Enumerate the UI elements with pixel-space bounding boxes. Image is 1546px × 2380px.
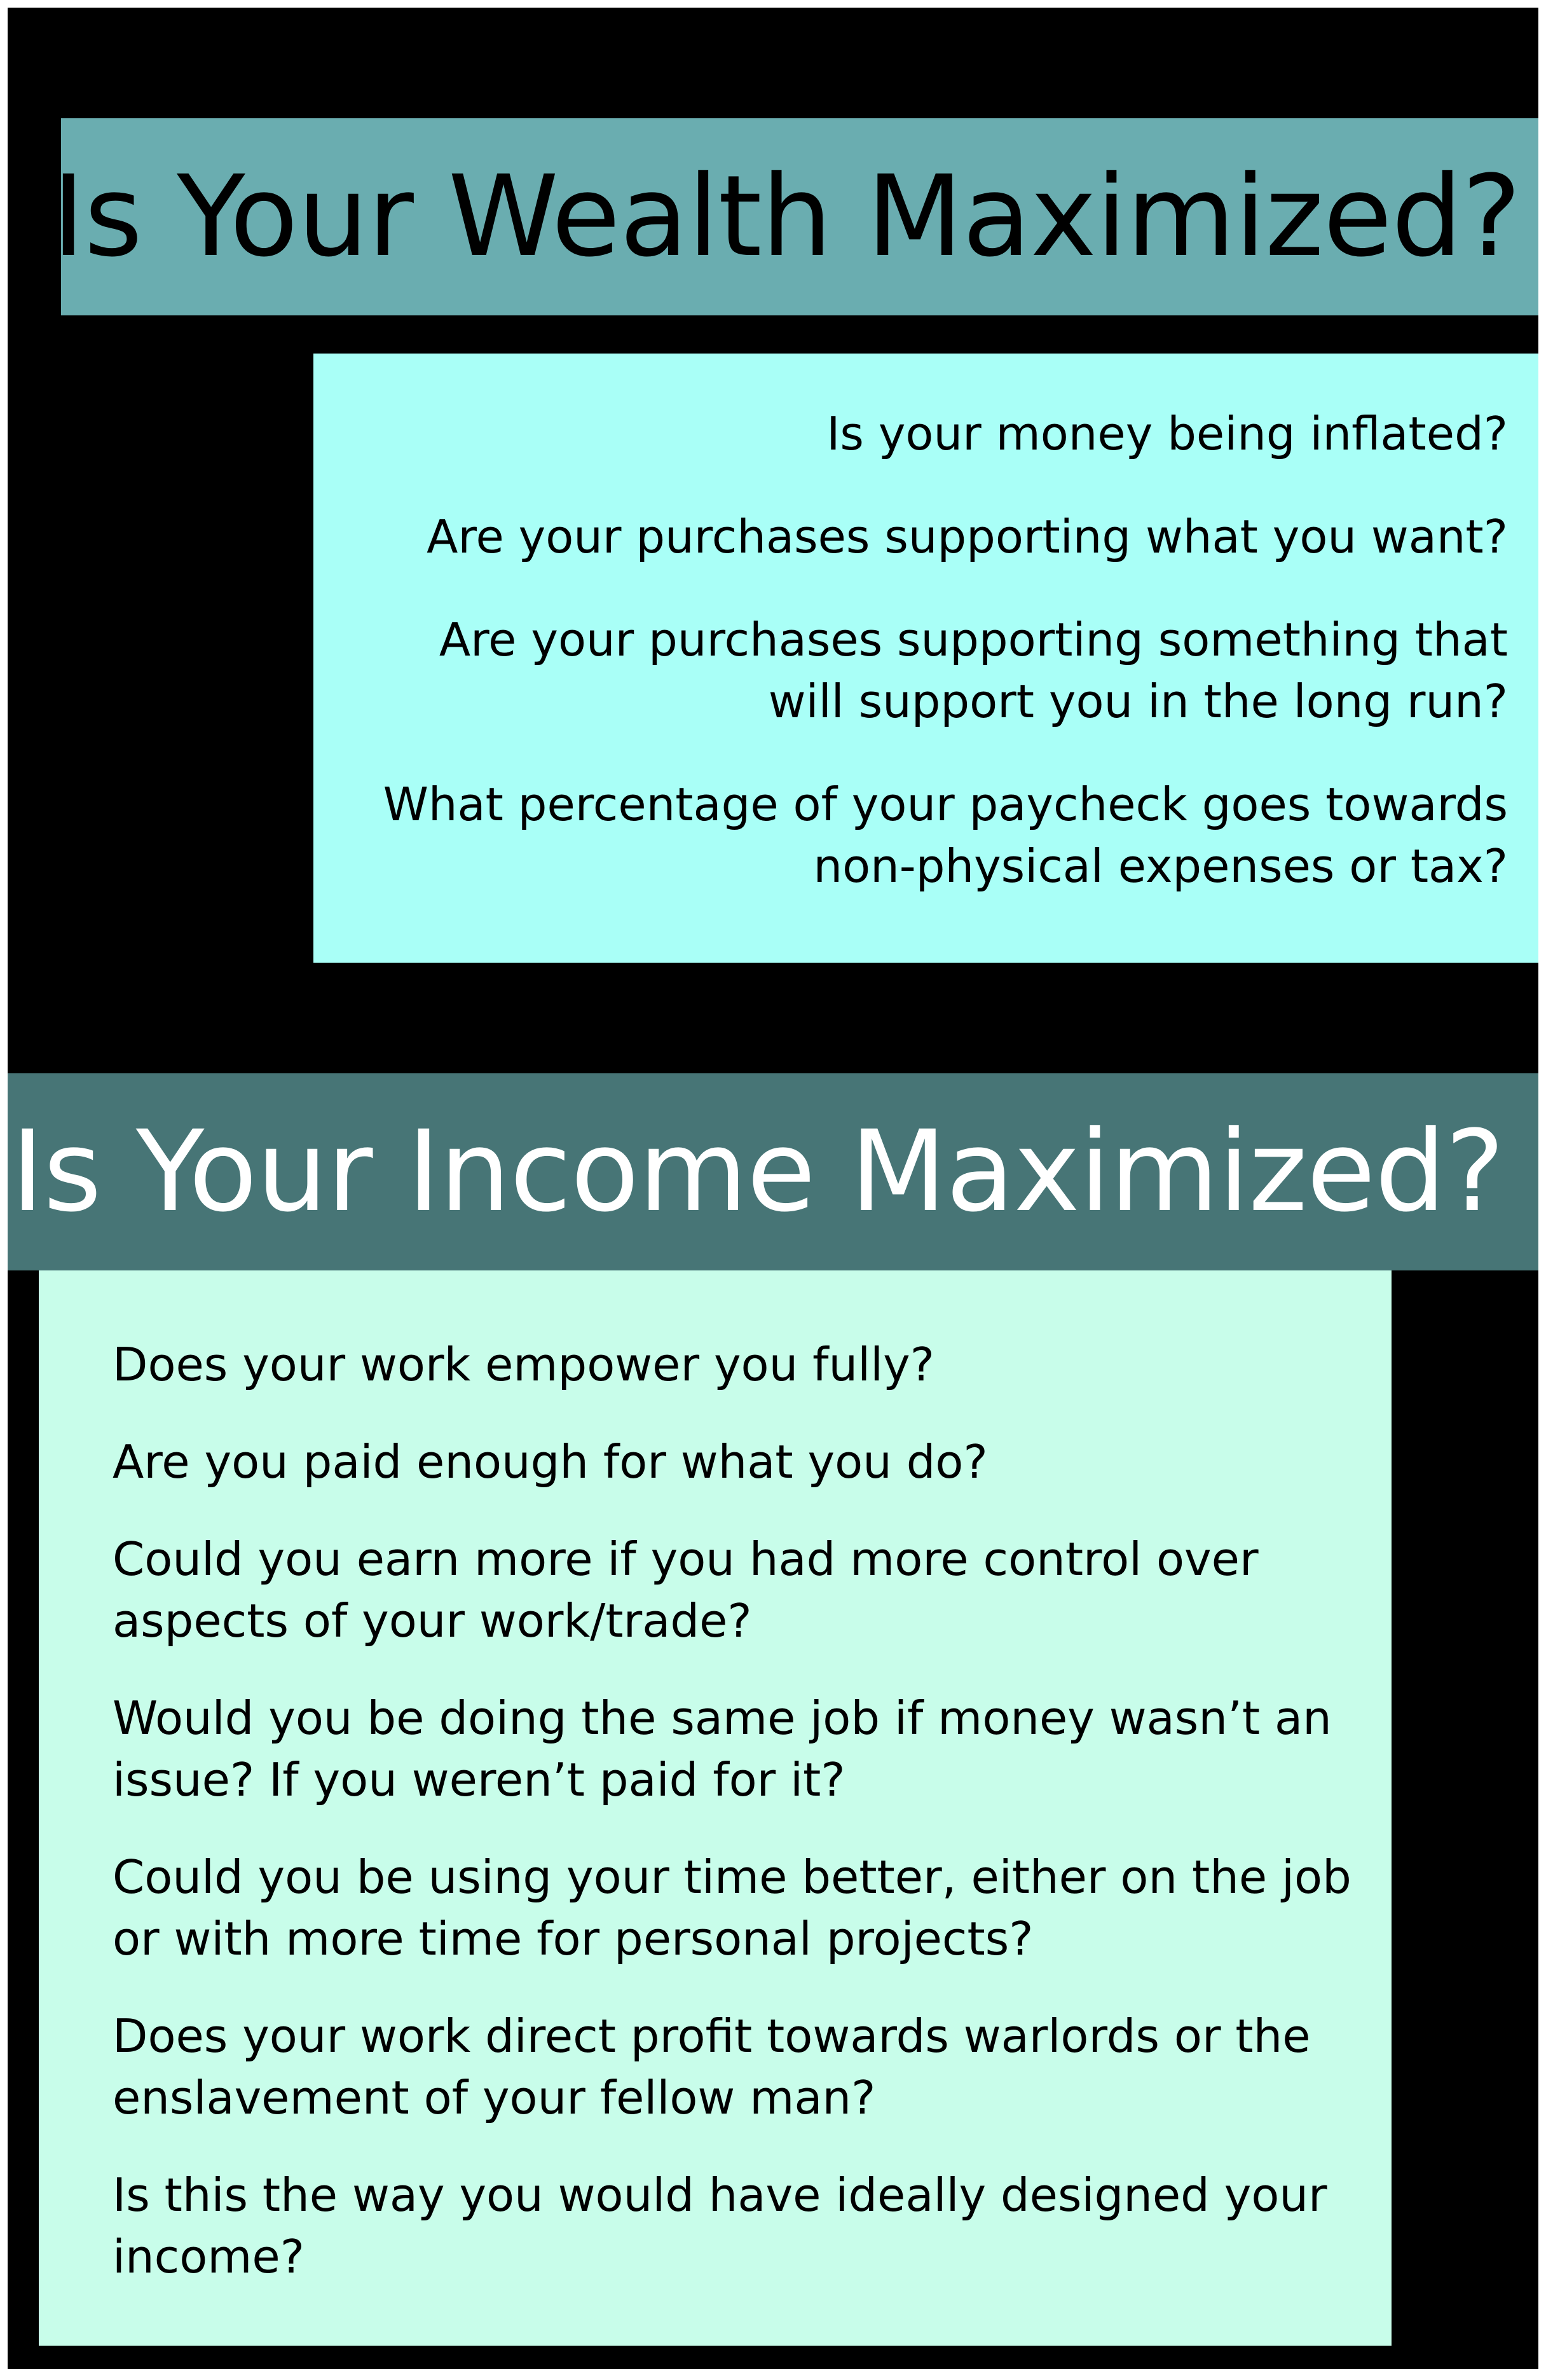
income-question: Does your work direct profit towards war… (113, 2009, 1311, 2124)
wealth-header-banner: Is Your Wealth Maximized? (52, 118, 1538, 315)
wealth-questions-box: Is your money being inflated? Are your p… (313, 354, 1538, 963)
income-question: Could you earn more if you had more cont… (113, 1532, 1259, 1647)
wealth-question: Are your purchases supporting something … (439, 613, 1508, 728)
poster: Is Your Wealth Maximized? Is your money … (8, 8, 1538, 2369)
income-questions-box: Does your work empower you fully? Are yo… (39, 1270, 1392, 2346)
wealth-question: Are your purchases supporting what you w… (427, 510, 1508, 563)
wealth-title: Is Your Wealth Maximized? (51, 151, 1521, 282)
income-question: Would you be doing the same job if money… (113, 1691, 1332, 1806)
income-header-banner: Is Your Income Maximized? (8, 1073, 1538, 1270)
wealth-question: Is your money being inflated? (826, 407, 1508, 460)
income-question: Could you be using your time better, eit… (113, 1850, 1351, 1965)
income-title: Is Your Income Maximized? (11, 1106, 1505, 1237)
income-question: Are you paid enough for what you do? (113, 1435, 988, 1489)
wealth-question: What percentage of your paycheck goes to… (383, 778, 1508, 893)
income-question: Is this the way you would have ideally d… (113, 2168, 1327, 2283)
income-question: Does your work empower you fully? (113, 1338, 934, 1391)
